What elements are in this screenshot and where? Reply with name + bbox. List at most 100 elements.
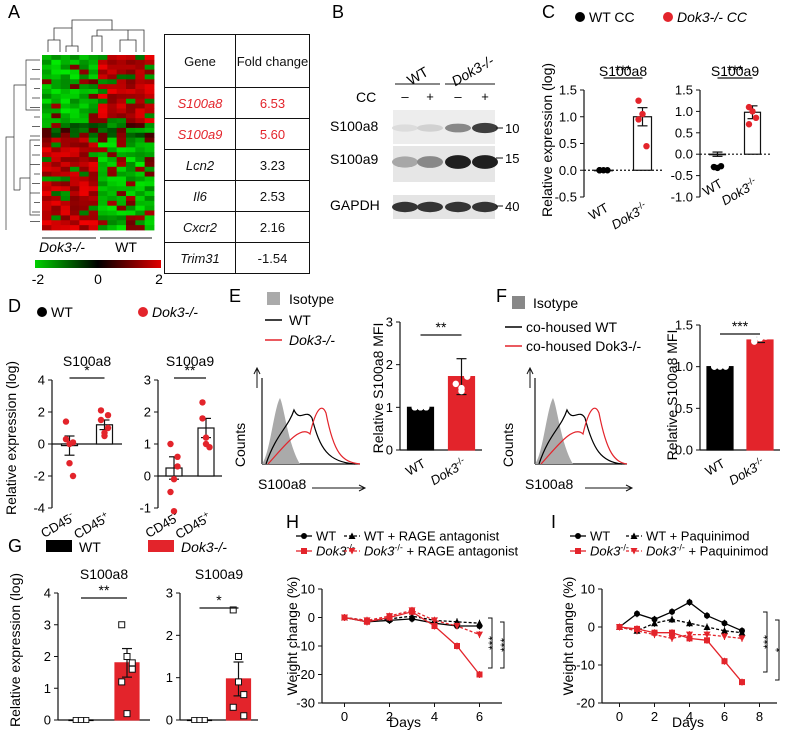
heatmap-cell (70, 220, 80, 226)
y-tick-label: 1.0 (675, 359, 693, 374)
table-cell-gene: S100a9 (164, 118, 236, 150)
heatmap-cell (88, 89, 99, 95)
heatmap-cell (98, 98, 108, 105)
heatmap-cell (88, 161, 99, 168)
y-tick-label: 0.0 (559, 163, 577, 178)
data-point (128, 659, 136, 667)
heatmap-cell (116, 118, 127, 124)
heatmap-cell (42, 64, 52, 70)
y-tick-label: -2 (33, 469, 45, 484)
heatmap-cell (135, 113, 146, 119)
data-point (722, 363, 729, 370)
heatmap-cell (98, 157, 108, 163)
wt-curve (265, 408, 356, 465)
heatmap-cell (51, 113, 62, 119)
data-point (229, 606, 237, 614)
heatmap-cell (60, 84, 71, 90)
heatmap-cell (135, 186, 146, 192)
data-point (668, 635, 676, 642)
heatmap-cell (126, 69, 136, 75)
heatmap-cell (126, 84, 136, 90)
panel-i-letter: I (551, 512, 556, 532)
heatmap-label-dok3: Dok3-/- (39, 239, 85, 255)
heatmap-cell (70, 152, 80, 158)
heatmap-cell (144, 64, 155, 70)
panel-f-letter: F (496, 286, 507, 306)
data-point (738, 635, 746, 642)
heatmap-cell (79, 186, 90, 192)
y-tick-label: 1 (144, 437, 151, 452)
significance-bracket (763, 611, 768, 673)
heatmap-cell (135, 215, 146, 221)
panel-e-hist-ylabel: Counts (232, 423, 248, 467)
heatmap-cell (60, 191, 71, 197)
panel-i-legend: WT WT + Paquinimod Dok3-/- Dok3-/- + Paquin… (570, 529, 768, 559)
heatmap-cell (116, 69, 127, 75)
legend-dok3: Dok3-/- (152, 304, 198, 320)
heatmap-cell (116, 103, 127, 109)
significance-label: * (773, 647, 787, 652)
panel-h-line-chart: -30 -20 -10 0 10 0 2 4 6 ****** (296, 582, 512, 725)
heatmap-cell (135, 79, 146, 85)
data-point (97, 407, 105, 414)
heatmap-cell (144, 132, 155, 139)
heatmap-cell (51, 74, 62, 80)
kda-15: 15 (505, 151, 519, 166)
colorbar-tick-min: -2 (32, 271, 45, 287)
blot-band (472, 201, 498, 213)
heatmap-cell (42, 171, 52, 177)
blot-cc-label: CC (356, 89, 376, 105)
data-point (174, 453, 181, 460)
table-row: S100a9 5.60 (164, 118, 310, 150)
data-point (704, 637, 710, 644)
data-point (202, 440, 210, 448)
data-point (458, 387, 465, 395)
data-point (710, 163, 718, 171)
heatmap-cell (88, 195, 99, 202)
heatmap-cell (60, 161, 71, 168)
heatmap-cell (144, 113, 155, 119)
heatmap-cell (42, 205, 52, 211)
x-tick-label: Dok3-/- (718, 175, 760, 208)
heatmap-cell (135, 98, 146, 105)
heatmap-cell (107, 215, 118, 221)
heatmap-cell (60, 200, 71, 207)
heatmap-cell (51, 181, 62, 187)
legend-label: Dok3-/- + Paquinimod (646, 543, 768, 559)
heatmap-cell (42, 123, 52, 129)
heatmap-cell (98, 127, 108, 134)
heatmap-cell (107, 210, 118, 216)
panel-b-letter: B (332, 2, 344, 22)
x-tick-label: 8 (756, 709, 763, 724)
heatmap-cell (144, 161, 155, 168)
heatmap-cell (88, 205, 99, 211)
heatmap-cell (126, 186, 136, 192)
y-tick-label: 1.5 (675, 83, 693, 98)
fold-change-table: Gene Fold change S100a8 6.53 S100a9 5.60 L… (164, 34, 310, 274)
heatmap-cell (88, 157, 99, 163)
data-point (452, 380, 459, 388)
legend-cohoused-dok3: co-housed Dok3-/- (526, 338, 642, 354)
table-cell-gene: Lcn2 (164, 149, 236, 181)
heatmap-cell (79, 166, 90, 173)
data-point (703, 631, 711, 639)
heatmap-cell (88, 69, 99, 75)
heatmap-cell (70, 205, 80, 211)
legend-label: Dok3-/- + RAGE antagonist (364, 543, 519, 559)
heatmap-cell (98, 142, 108, 148)
heatmap-cell (88, 137, 99, 143)
heatmap-cell (144, 84, 155, 90)
heatmap-cell (107, 69, 118, 75)
heatmap-cell (79, 171, 90, 177)
data-point (453, 623, 461, 630)
chart-title: S100a9 (195, 566, 243, 582)
heatmap-cell (42, 152, 52, 158)
data-point (762, 333, 769, 340)
data-point (686, 599, 693, 606)
heatmap-cell (88, 191, 99, 197)
data-point (69, 472, 77, 480)
table-row: Cxcr2 2.16 (164, 211, 310, 243)
heatmap-cell (79, 113, 90, 119)
x-tick-label: Dok3-/- (608, 199, 650, 232)
